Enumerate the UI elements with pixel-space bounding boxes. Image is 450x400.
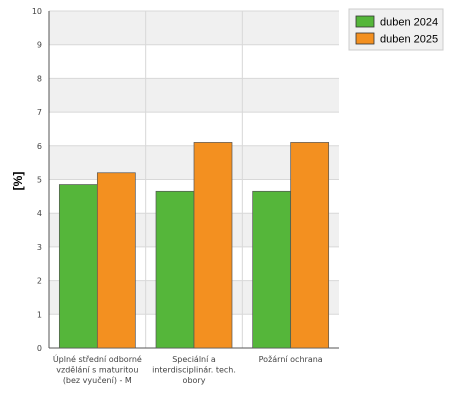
- y-axis-label: [%]: [11, 172, 25, 191]
- y-tick-label: 4: [37, 209, 42, 218]
- y-tick-label: 0: [37, 344, 42, 353]
- y-tick-label: 5: [37, 176, 42, 185]
- y-tick-label: 1: [37, 310, 42, 319]
- x-tick-labels: Úplné střední odborné vzdělání s maturito…: [53, 353, 323, 385]
- y-tick-label: 2: [37, 277, 42, 286]
- bar-1-1: [58, 184, 98, 349]
- y-tick-label: 7: [37, 108, 42, 117]
- y-tick-label: 9: [37, 41, 42, 50]
- bar-2-1: [96, 172, 136, 349]
- legend-label: duben 2025: [380, 34, 438, 46]
- y-tick-label: 6: [37, 142, 42, 151]
- bar-1-2: [155, 190, 195, 349]
- y-tick-labels: 0 1 2 3 4 5 6 7 8 9 10: [32, 7, 42, 353]
- plot-band: [49, 11, 339, 45]
- y-tick-label: 8: [37, 74, 42, 83]
- plot-band: [49, 78, 339, 113]
- x-category-label: Úplné střední odborné: [53, 353, 142, 364]
- legend-swatch: [355, 15, 375, 28]
- bar-2-2: [193, 142, 233, 349]
- x-category-label: Speciální a: [172, 355, 216, 364]
- legend-label: duben 2024: [380, 17, 438, 29]
- legend-swatch: [355, 32, 375, 45]
- y-tick-label: 10: [32, 7, 42, 16]
- x-category-label: Požární ochrana: [259, 355, 323, 364]
- bar-2-3: [290, 142, 330, 349]
- x-category-label: interdisciplinár. tech.: [152, 366, 236, 375]
- bar-1-3: [252, 190, 292, 349]
- y-tick-label: 3: [37, 243, 42, 252]
- bars: [58, 142, 330, 349]
- x-category-label: (bez vyučení) - M: [63, 375, 132, 385]
- x-category-label: vzdělání s maturitou: [56, 366, 138, 375]
- legend: duben 2024 duben 2025: [348, 8, 444, 51]
- x-category-label: obory: [183, 376, 206, 385]
